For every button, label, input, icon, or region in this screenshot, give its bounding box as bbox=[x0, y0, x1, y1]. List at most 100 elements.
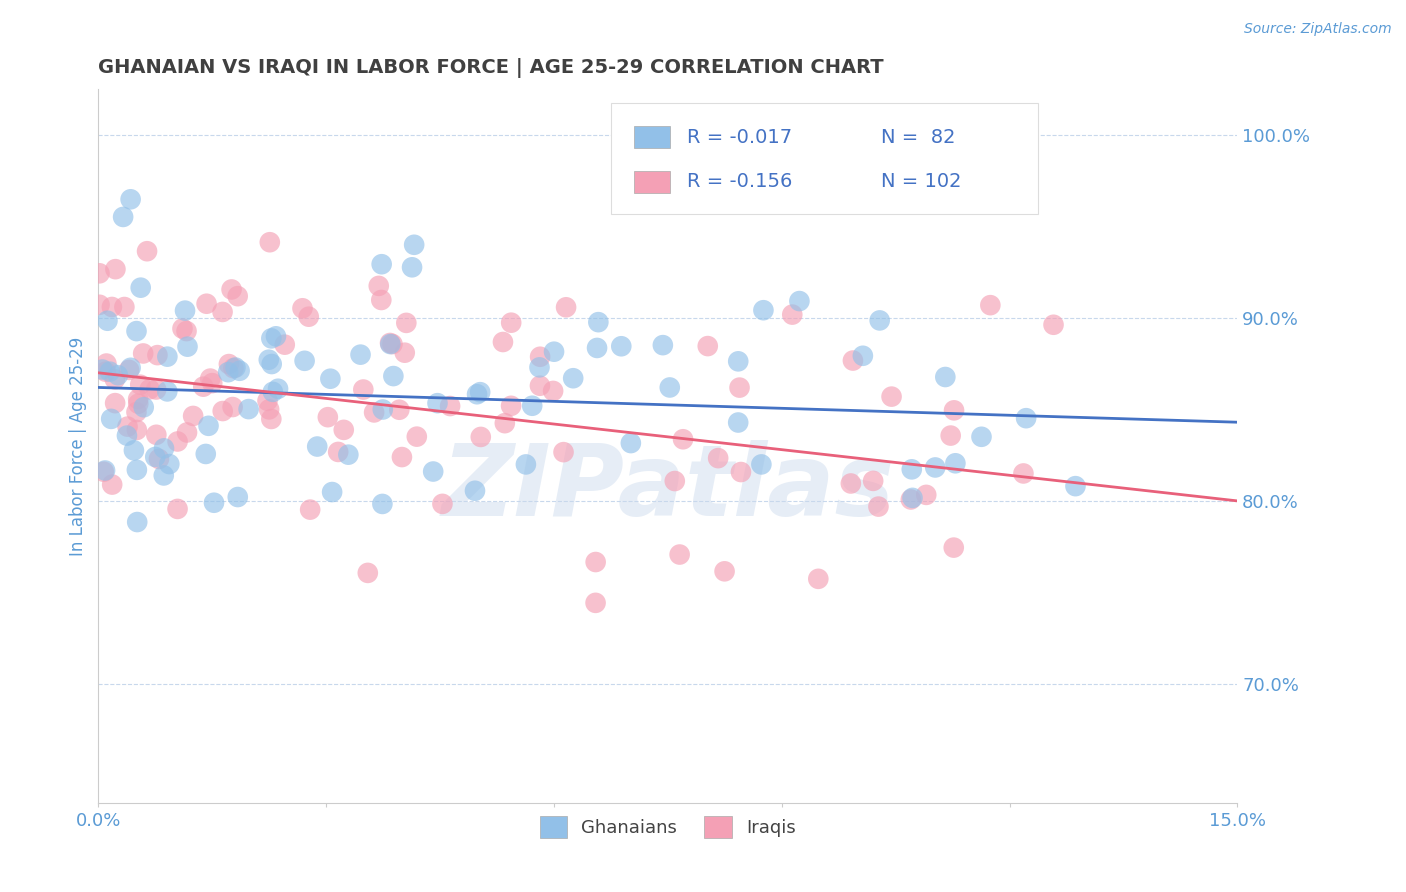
Point bbox=[388, 402, 411, 417]
Point bbox=[610, 339, 633, 353]
Point bbox=[470, 385, 492, 400]
Point bbox=[112, 300, 135, 314]
Point bbox=[924, 460, 946, 475]
Point bbox=[529, 378, 551, 392]
Point bbox=[555, 300, 578, 314]
Point bbox=[120, 360, 142, 375]
Point bbox=[915, 488, 938, 502]
Point bbox=[176, 340, 198, 354]
Point bbox=[274, 337, 297, 351]
Point bbox=[115, 428, 138, 442]
Point bbox=[464, 483, 486, 498]
Point bbox=[193, 379, 215, 393]
Point bbox=[94, 463, 117, 477]
Point bbox=[401, 260, 423, 275]
Point bbox=[370, 293, 392, 307]
Point bbox=[942, 541, 965, 555]
Point bbox=[125, 463, 148, 477]
Point bbox=[727, 416, 749, 430]
Point bbox=[176, 324, 198, 338]
Point bbox=[316, 410, 339, 425]
Point bbox=[529, 350, 551, 364]
Point bbox=[391, 450, 413, 464]
Point bbox=[93, 465, 115, 479]
Point bbox=[307, 440, 329, 454]
Point bbox=[267, 382, 290, 396]
Point bbox=[260, 357, 283, 371]
Point bbox=[404, 237, 426, 252]
Point bbox=[176, 425, 198, 440]
FancyBboxPatch shape bbox=[634, 170, 671, 194]
Point bbox=[439, 399, 461, 413]
Point bbox=[543, 344, 565, 359]
Point bbox=[257, 352, 280, 367]
Point bbox=[118, 363, 141, 377]
Point bbox=[299, 502, 322, 516]
Point bbox=[104, 372, 127, 386]
Point bbox=[122, 443, 145, 458]
Point bbox=[713, 564, 735, 578]
Text: GHANAIAN VS IRAQI IN LABOR FORCE | AGE 25-29 CORRELATION CHART: GHANAIAN VS IRAQI IN LABOR FORCE | AGE 2… bbox=[98, 57, 884, 78]
Point bbox=[529, 360, 551, 375]
Point bbox=[117, 419, 139, 434]
Point bbox=[218, 357, 240, 371]
Point bbox=[129, 377, 152, 392]
Point bbox=[752, 303, 775, 318]
Point bbox=[651, 338, 673, 352]
Point bbox=[201, 376, 224, 390]
Point bbox=[104, 262, 127, 277]
Point bbox=[125, 423, 148, 437]
Point bbox=[257, 402, 280, 417]
Point bbox=[96, 314, 118, 328]
Point bbox=[395, 316, 418, 330]
Point bbox=[238, 402, 260, 417]
Point bbox=[221, 283, 243, 297]
Point bbox=[125, 405, 148, 419]
Point bbox=[465, 387, 488, 401]
Point bbox=[101, 300, 124, 314]
Point bbox=[780, 308, 803, 322]
Point bbox=[371, 402, 394, 417]
Point bbox=[98, 365, 121, 379]
Point bbox=[195, 297, 218, 311]
Point bbox=[224, 360, 246, 375]
Point bbox=[869, 313, 891, 327]
Point bbox=[1015, 411, 1038, 425]
Text: N = 102: N = 102 bbox=[880, 172, 962, 192]
Point bbox=[900, 492, 922, 507]
Point bbox=[562, 371, 585, 385]
Point bbox=[211, 404, 233, 418]
Point bbox=[620, 436, 643, 450]
Text: N =  82: N = 82 bbox=[880, 128, 955, 146]
Point bbox=[319, 372, 342, 386]
Point bbox=[127, 515, 149, 529]
Point bbox=[405, 430, 427, 444]
Point bbox=[370, 257, 392, 271]
Point bbox=[200, 371, 222, 385]
Point bbox=[127, 392, 149, 406]
Point bbox=[152, 468, 174, 483]
Point bbox=[970, 430, 993, 444]
Point bbox=[501, 399, 523, 413]
Point bbox=[394, 345, 416, 359]
Point bbox=[146, 348, 169, 362]
Point bbox=[900, 462, 922, 476]
Point bbox=[136, 244, 159, 259]
Point bbox=[751, 458, 773, 472]
Point bbox=[868, 500, 890, 514]
Point bbox=[363, 405, 385, 419]
Point bbox=[107, 368, 129, 383]
Point bbox=[945, 456, 967, 470]
Point bbox=[132, 346, 155, 360]
Point bbox=[172, 321, 194, 335]
Point bbox=[259, 235, 281, 250]
Point bbox=[494, 416, 516, 430]
Point bbox=[226, 490, 249, 504]
Point bbox=[979, 298, 1001, 312]
Point bbox=[862, 474, 884, 488]
Point bbox=[880, 390, 903, 404]
Point bbox=[143, 450, 166, 464]
Point bbox=[901, 491, 924, 505]
Point bbox=[291, 301, 314, 316]
Point bbox=[381, 337, 404, 351]
